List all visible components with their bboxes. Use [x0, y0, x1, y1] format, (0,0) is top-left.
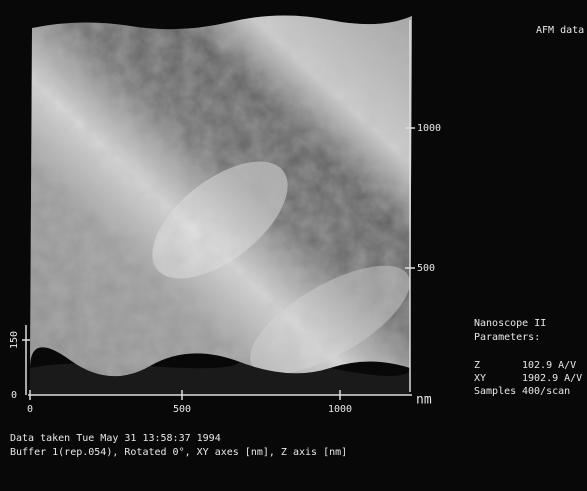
x-tick-label: 1000	[328, 404, 352, 415]
param-name: XY	[474, 373, 486, 384]
right-tick-label: 1000	[417, 123, 441, 134]
z-tick-label: 150	[9, 331, 20, 349]
footer-line: Buffer 1(rep.054), Rotated 0°, XY axes […	[10, 447, 347, 458]
screen: AFM data 1000 500 0 500 1000 nm 150 0 Na…	[0, 0, 587, 491]
header-title: AFM data	[536, 25, 584, 36]
param-value: 400/scan	[522, 386, 570, 397]
x-tick-label: 0	[27, 404, 33, 415]
afm-surface	[20, 10, 425, 395]
param-value: 1902.9 A/V	[522, 373, 582, 384]
param-name: Samples	[474, 386, 516, 397]
parameters-title: Nanoscope II	[474, 318, 546, 329]
x-tick-label: 500	[173, 404, 191, 415]
footer-line: Data taken Tue May 31 13:58:37 1994	[10, 433, 221, 444]
z-tick-label: 0	[11, 390, 17, 401]
x-unit: nm	[416, 393, 432, 408]
parameters-subtitle: Parameters:	[474, 332, 540, 343]
right-tick-label: 500	[417, 263, 435, 274]
param-name: Z	[474, 360, 480, 371]
param-value: 102.9 A/V	[522, 360, 576, 371]
